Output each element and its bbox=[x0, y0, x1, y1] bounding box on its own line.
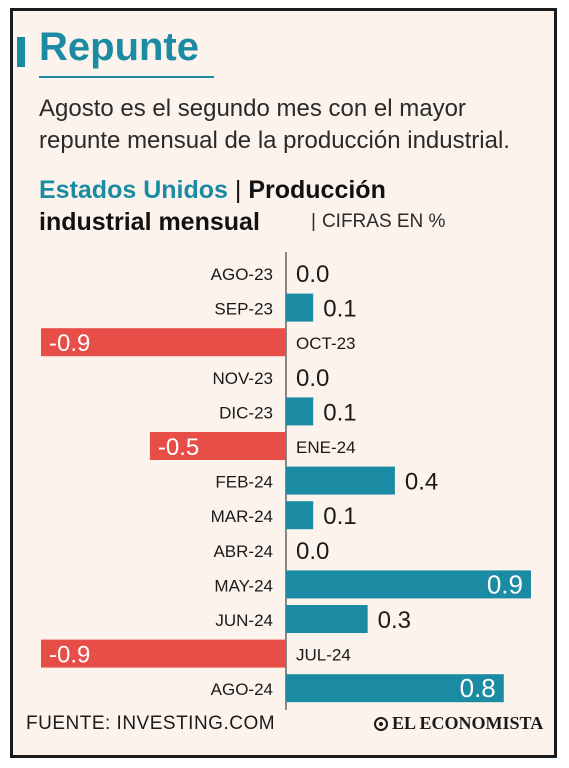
category-label-oct-23: OCT-23 bbox=[296, 334, 356, 353]
category-label-nov-23: NOV-23 bbox=[213, 369, 273, 388]
publisher-logo: EL ECONOMISTA bbox=[374, 713, 543, 734]
title-accent-bar bbox=[17, 37, 25, 67]
bar-feb-24 bbox=[286, 466, 395, 495]
category-label-sep-23: SEP-23 bbox=[214, 300, 273, 319]
bar-ene-24 bbox=[149, 432, 286, 460]
title-underline bbox=[39, 76, 214, 78]
units-separator: | bbox=[311, 211, 316, 232]
value-label-sep-23: 0.1 bbox=[323, 296, 356, 323]
page-title: Repunte bbox=[39, 25, 199, 69]
value-label-abr-24: 0.0 bbox=[296, 538, 329, 565]
category-label-dic-23: DIC-23 bbox=[219, 403, 273, 422]
source-label: FUENTE: INVESTING.COM bbox=[26, 713, 276, 734]
value-label-oct-23: -0.9 bbox=[49, 330, 90, 357]
bar-jun-24 bbox=[286, 605, 368, 633]
bar-mar-24 bbox=[286, 501, 314, 530]
value-label-jul-24: -0.9 bbox=[49, 642, 90, 669]
publisher-name: EL ECONOMISTA bbox=[392, 713, 544, 733]
bar-dic-23 bbox=[286, 397, 314, 426]
category-label-ago-24: AGO-24 bbox=[211, 680, 273, 699]
value-label-feb-24: 0.4 bbox=[405, 469, 438, 496]
category-label-ene-24: ENE-24 bbox=[296, 438, 356, 457]
chart-country: Estados Unidos bbox=[39, 176, 228, 204]
bar-may-24 bbox=[286, 570, 531, 599]
bar-jul-24 bbox=[41, 639, 286, 668]
category-label-may-24: MAY-24 bbox=[214, 576, 273, 595]
logo-icon bbox=[374, 717, 388, 731]
chart-units: | CIFRAS EN % bbox=[311, 211, 445, 233]
units-label: CIFRAS EN % bbox=[321, 211, 446, 232]
value-label-ago-23: 0.0 bbox=[296, 261, 329, 288]
category-label-jul-24: JUL-24 bbox=[296, 646, 351, 665]
value-label-mar-24: 0.1 bbox=[323, 503, 356, 530]
value-label-ene-24: -0.5 bbox=[158, 434, 199, 461]
category-label-mar-24: MAR-24 bbox=[211, 507, 273, 526]
chart-metric-line2: industrial mensual bbox=[39, 208, 260, 236]
value-label-may-24: 0.9 bbox=[487, 569, 523, 599]
value-label-jun-24: 0.3 bbox=[378, 607, 411, 634]
category-label-ago-23: AGO-23 bbox=[211, 265, 273, 284]
value-label-dic-23: 0.1 bbox=[323, 399, 356, 426]
category-label-abr-24: ABR-24 bbox=[213, 542, 273, 561]
chart-metric-line1: Producción bbox=[248, 176, 386, 204]
value-label-nov-23: 0.0 bbox=[296, 365, 329, 392]
category-label-feb-24: FEB-24 bbox=[215, 473, 273, 492]
bar-ago-24 bbox=[286, 674, 504, 703]
category-label-jun-24: JUN-24 bbox=[215, 611, 273, 630]
bar-sep-23 bbox=[286, 293, 314, 322]
bar-oct-23 bbox=[41, 328, 286, 357]
page-subtitle: Agosto es el segundo mes con el mayor re… bbox=[39, 95, 510, 154]
heading-separator: | bbox=[234, 176, 242, 204]
value-label-ago-24: 0.8 bbox=[460, 673, 496, 703]
infographic-frame: Repunte Agosto es el segundo mes con el … bbox=[10, 8, 557, 758]
chart-heading: Estados Unidos | Producción industrial m… bbox=[39, 174, 549, 238]
